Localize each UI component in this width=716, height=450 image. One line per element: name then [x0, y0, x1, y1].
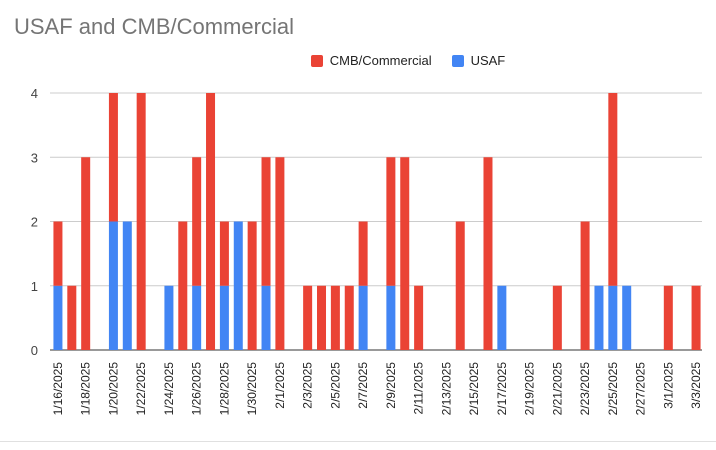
- legend-label-cmb: CMB/Commercial: [329, 53, 432, 68]
- bar-cmb-commercial[interactable]: [414, 285, 424, 350]
- x-tick-label: 2/23/2025: [578, 362, 592, 416]
- legend-item-cmb[interactable]: CMB/Commercial: [211, 53, 432, 68]
- bar-cmb-commercial[interactable]: [275, 157, 285, 350]
- bar-cmb-commercial[interactable]: [178, 221, 188, 351]
- bar-cmb-commercial[interactable]: [386, 157, 396, 286]
- bar-usaf[interactable]: [622, 285, 632, 350]
- x-tick-label: 2/25/2025: [606, 362, 620, 416]
- legend-label-usaf: USAF: [470, 53, 506, 68]
- x-tick-label: 1/16/2025: [51, 362, 65, 416]
- bar-cmb-commercial[interactable]: [261, 157, 271, 286]
- x-tick-label: 2/1/2025: [273, 362, 287, 409]
- bar-usaf[interactable]: [108, 221, 118, 351]
- x-tick-label: 2/11/2025: [412, 362, 426, 415]
- bar-usaf[interactable]: [192, 285, 202, 350]
- x-tick-label: 1/24/2025: [162, 362, 176, 416]
- y-tick-label: 3: [31, 150, 38, 165]
- bar-cmb-commercial[interactable]: [330, 285, 340, 350]
- bar-cmb-commercial[interactable]: [358, 221, 368, 286]
- divider: [0, 441, 716, 442]
- y-tick-label: 4: [31, 86, 38, 101]
- bar-cmb-commercial[interactable]: [663, 285, 673, 350]
- bar-cmb-commercial[interactable]: [247, 221, 257, 351]
- bar-usaf[interactable]: [164, 285, 174, 350]
- bar-cmb-commercial[interactable]: [455, 221, 465, 351]
- x-tick-label: 1/26/2025: [190, 362, 204, 416]
- x-tick-label: 2/7/2025: [356, 362, 370, 409]
- bar-cmb-commercial[interactable]: [108, 93, 118, 222]
- legend-swatch-usaf: [451, 54, 464, 67]
- bar-cmb-commercial[interactable]: [192, 157, 202, 286]
- bar-cmb-commercial[interactable]: [691, 285, 701, 350]
- bar-cmb-commercial[interactable]: [136, 93, 146, 350]
- x-tick-label: 2/19/2025: [523, 362, 537, 416]
- x-tick-label: 2/21/2025: [550, 362, 564, 416]
- bar-usaf[interactable]: [608, 285, 618, 350]
- legend-swatch-cmb: [310, 54, 323, 67]
- bar-usaf[interactable]: [261, 285, 271, 350]
- y-tick-label: 1: [31, 279, 38, 294]
- bar-cmb-commercial[interactable]: [81, 157, 91, 350]
- x-tick-label: 2/9/2025: [384, 362, 398, 409]
- bar-cmb-commercial[interactable]: [580, 221, 590, 351]
- x-tick-label: 3/1/2025: [661, 362, 675, 409]
- x-tick-label: 1/20/2025: [106, 362, 120, 416]
- bar-cmb-commercial[interactable]: [317, 285, 327, 350]
- bar-cmb-commercial[interactable]: [53, 221, 63, 286]
- bar-usaf[interactable]: [219, 285, 229, 350]
- x-tick-label: 1/30/2025: [245, 362, 259, 416]
- bar-usaf[interactable]: [594, 285, 604, 350]
- bar-usaf[interactable]: [386, 285, 396, 350]
- x-tick-label: 2/13/2025: [439, 362, 453, 416]
- bar-usaf[interactable]: [497, 285, 507, 350]
- bar-usaf[interactable]: [53, 285, 63, 350]
- bar-cmb-commercial[interactable]: [67, 285, 77, 350]
- x-tick-label: 2/15/2025: [467, 362, 481, 416]
- bar-cmb-commercial[interactable]: [552, 285, 562, 350]
- legend: CMB/Commercial USAF: [0, 53, 716, 68]
- x-tick-label: 2/3/2025: [301, 362, 315, 409]
- y-tick-label: 0: [31, 343, 38, 358]
- x-tick-label: 2/5/2025: [328, 362, 342, 409]
- bar-cmb-commercial[interactable]: [344, 285, 354, 350]
- x-tick-label: 1/22/2025: [134, 362, 148, 416]
- bar-usaf[interactable]: [358, 285, 368, 350]
- x-tick-label: 2/27/2025: [634, 362, 648, 416]
- x-tick-label: 1/28/2025: [217, 362, 231, 416]
- bar-cmb-commercial[interactable]: [206, 93, 216, 350]
- bar-cmb-commercial[interactable]: [219, 221, 229, 286]
- bar-cmb-commercial[interactable]: [303, 285, 313, 350]
- x-tick-label: 2/17/2025: [495, 362, 509, 416]
- bar-cmb-commercial[interactable]: [400, 157, 410, 350]
- chart-title: USAF and CMB/Commercial: [14, 14, 294, 39]
- x-tick-label: 1/18/2025: [79, 362, 93, 416]
- bar-usaf[interactable]: [122, 221, 132, 351]
- bar-cmb-commercial[interactable]: [483, 157, 493, 350]
- y-tick-label: 2: [31, 215, 38, 230]
- bar-cmb-commercial[interactable]: [608, 93, 618, 286]
- bar-usaf[interactable]: [233, 221, 243, 351]
- x-tick-label: 3/3/2025: [689, 362, 703, 409]
- legend-item-usaf[interactable]: USAF: [451, 53, 506, 68]
